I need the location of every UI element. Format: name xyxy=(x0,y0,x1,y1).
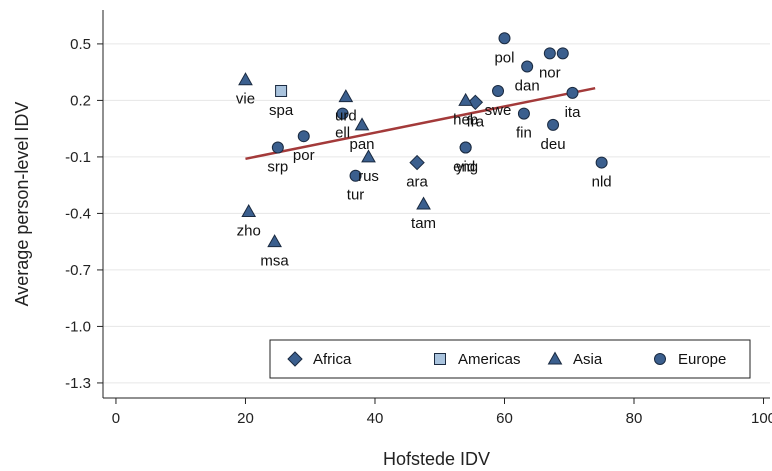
legend-label: Americas xyxy=(458,351,521,368)
point-label: nld xyxy=(592,174,612,191)
legend-marker-diamond xyxy=(287,351,303,367)
point-label: fin xyxy=(516,125,532,142)
y-tick-label: 0.2 xyxy=(70,92,91,109)
point-label: ara xyxy=(406,174,428,191)
point-label: urd xyxy=(335,108,357,125)
legend-marker-circle xyxy=(654,353,666,365)
point-label: ell xyxy=(335,125,350,142)
point-label: zho xyxy=(237,223,261,240)
ticks: 0.5 0.2 -0.1 -0.4 -0.7 -1.0 -1.3 0 20 40 60 80 100 xyxy=(65,36,772,427)
point-label: pan xyxy=(350,136,375,153)
data-point-circle xyxy=(566,86,579,99)
legend-label: Africa xyxy=(313,351,352,368)
point-label: por xyxy=(293,147,315,164)
data-point-diamond xyxy=(409,154,425,171)
legend-label: Europe xyxy=(678,351,726,368)
data-point-triangle xyxy=(361,149,376,163)
x-tick-label: 60 xyxy=(496,410,513,427)
data-point-circle xyxy=(521,60,534,73)
data-point-triangle xyxy=(267,234,282,248)
fit-line xyxy=(245,86,596,161)
y-tick-label: 0.5 xyxy=(70,36,91,53)
data-point-triangle xyxy=(238,72,253,86)
point-label: swe xyxy=(485,102,512,119)
legend-label: Asia xyxy=(573,351,603,368)
y-tick-label: -1.0 xyxy=(65,318,91,335)
data-point-circle xyxy=(297,130,310,143)
x-axis-title: Hofstede IDV xyxy=(383,449,490,469)
data-point-triangle xyxy=(458,92,473,106)
x-tick-label: 100 xyxy=(751,410,772,427)
legend-marker-triangle xyxy=(547,351,563,365)
x-tick-label: 80 xyxy=(626,410,643,427)
point-label: pol xyxy=(494,49,514,66)
point-label: rus xyxy=(358,168,379,185)
data-point-triangle xyxy=(338,89,354,103)
data-point-square xyxy=(275,84,288,97)
y-tick-label: -1.3 xyxy=(65,375,91,392)
point-label: dan xyxy=(515,78,540,95)
data-point-circle xyxy=(336,107,349,120)
data-point-triangle xyxy=(416,196,431,210)
legend-box xyxy=(269,339,751,379)
point-label: tam xyxy=(411,215,436,232)
data-point-circle xyxy=(556,47,569,60)
data-point-circle xyxy=(459,141,472,154)
fit-line-group xyxy=(245,86,596,161)
data-points xyxy=(238,32,608,248)
x-tick-label: 40 xyxy=(367,410,384,427)
x-tick-label: 0 xyxy=(112,410,120,427)
point-label: yid xyxy=(456,158,475,175)
data-point-circle xyxy=(595,156,608,169)
axes xyxy=(102,10,770,399)
data-point-circle xyxy=(349,169,362,182)
point-label: deu xyxy=(541,136,566,153)
point-label: spa xyxy=(269,102,294,119)
x-tick-label: 20 xyxy=(237,410,254,427)
data-point-circle xyxy=(498,32,511,45)
y-tick-label: -0.7 xyxy=(65,262,91,279)
point-label: srp xyxy=(267,158,288,175)
data-point-circle xyxy=(517,107,530,120)
point-label: ita xyxy=(565,104,582,121)
data-point-circle xyxy=(543,47,556,60)
point-label: vie xyxy=(236,91,255,108)
point-label: msa xyxy=(260,253,289,270)
legend-marker-square xyxy=(434,353,446,365)
y-axis-title: Average person-level IDV xyxy=(12,102,32,307)
point-label: fra xyxy=(467,113,485,130)
point-label: nor xyxy=(539,64,561,81)
data-point-triangle xyxy=(241,204,257,218)
y-tick-label: -0.1 xyxy=(65,149,91,166)
point-label: heb xyxy=(453,111,478,128)
data-point-circle xyxy=(547,118,560,131)
data-point-triangle xyxy=(354,117,370,131)
y-tick-label: -0.4 xyxy=(65,205,91,222)
point-labels: arafraspavieurdpanrushebtamzhomsapoldann… xyxy=(236,49,612,269)
legend: Africa Americas Asia Europe xyxy=(269,339,751,379)
data-point-circle xyxy=(492,84,505,97)
gridlines xyxy=(103,43,770,384)
data-point-circle xyxy=(271,141,284,154)
point-label: tur xyxy=(347,187,365,204)
point-label: eng xyxy=(453,158,478,175)
